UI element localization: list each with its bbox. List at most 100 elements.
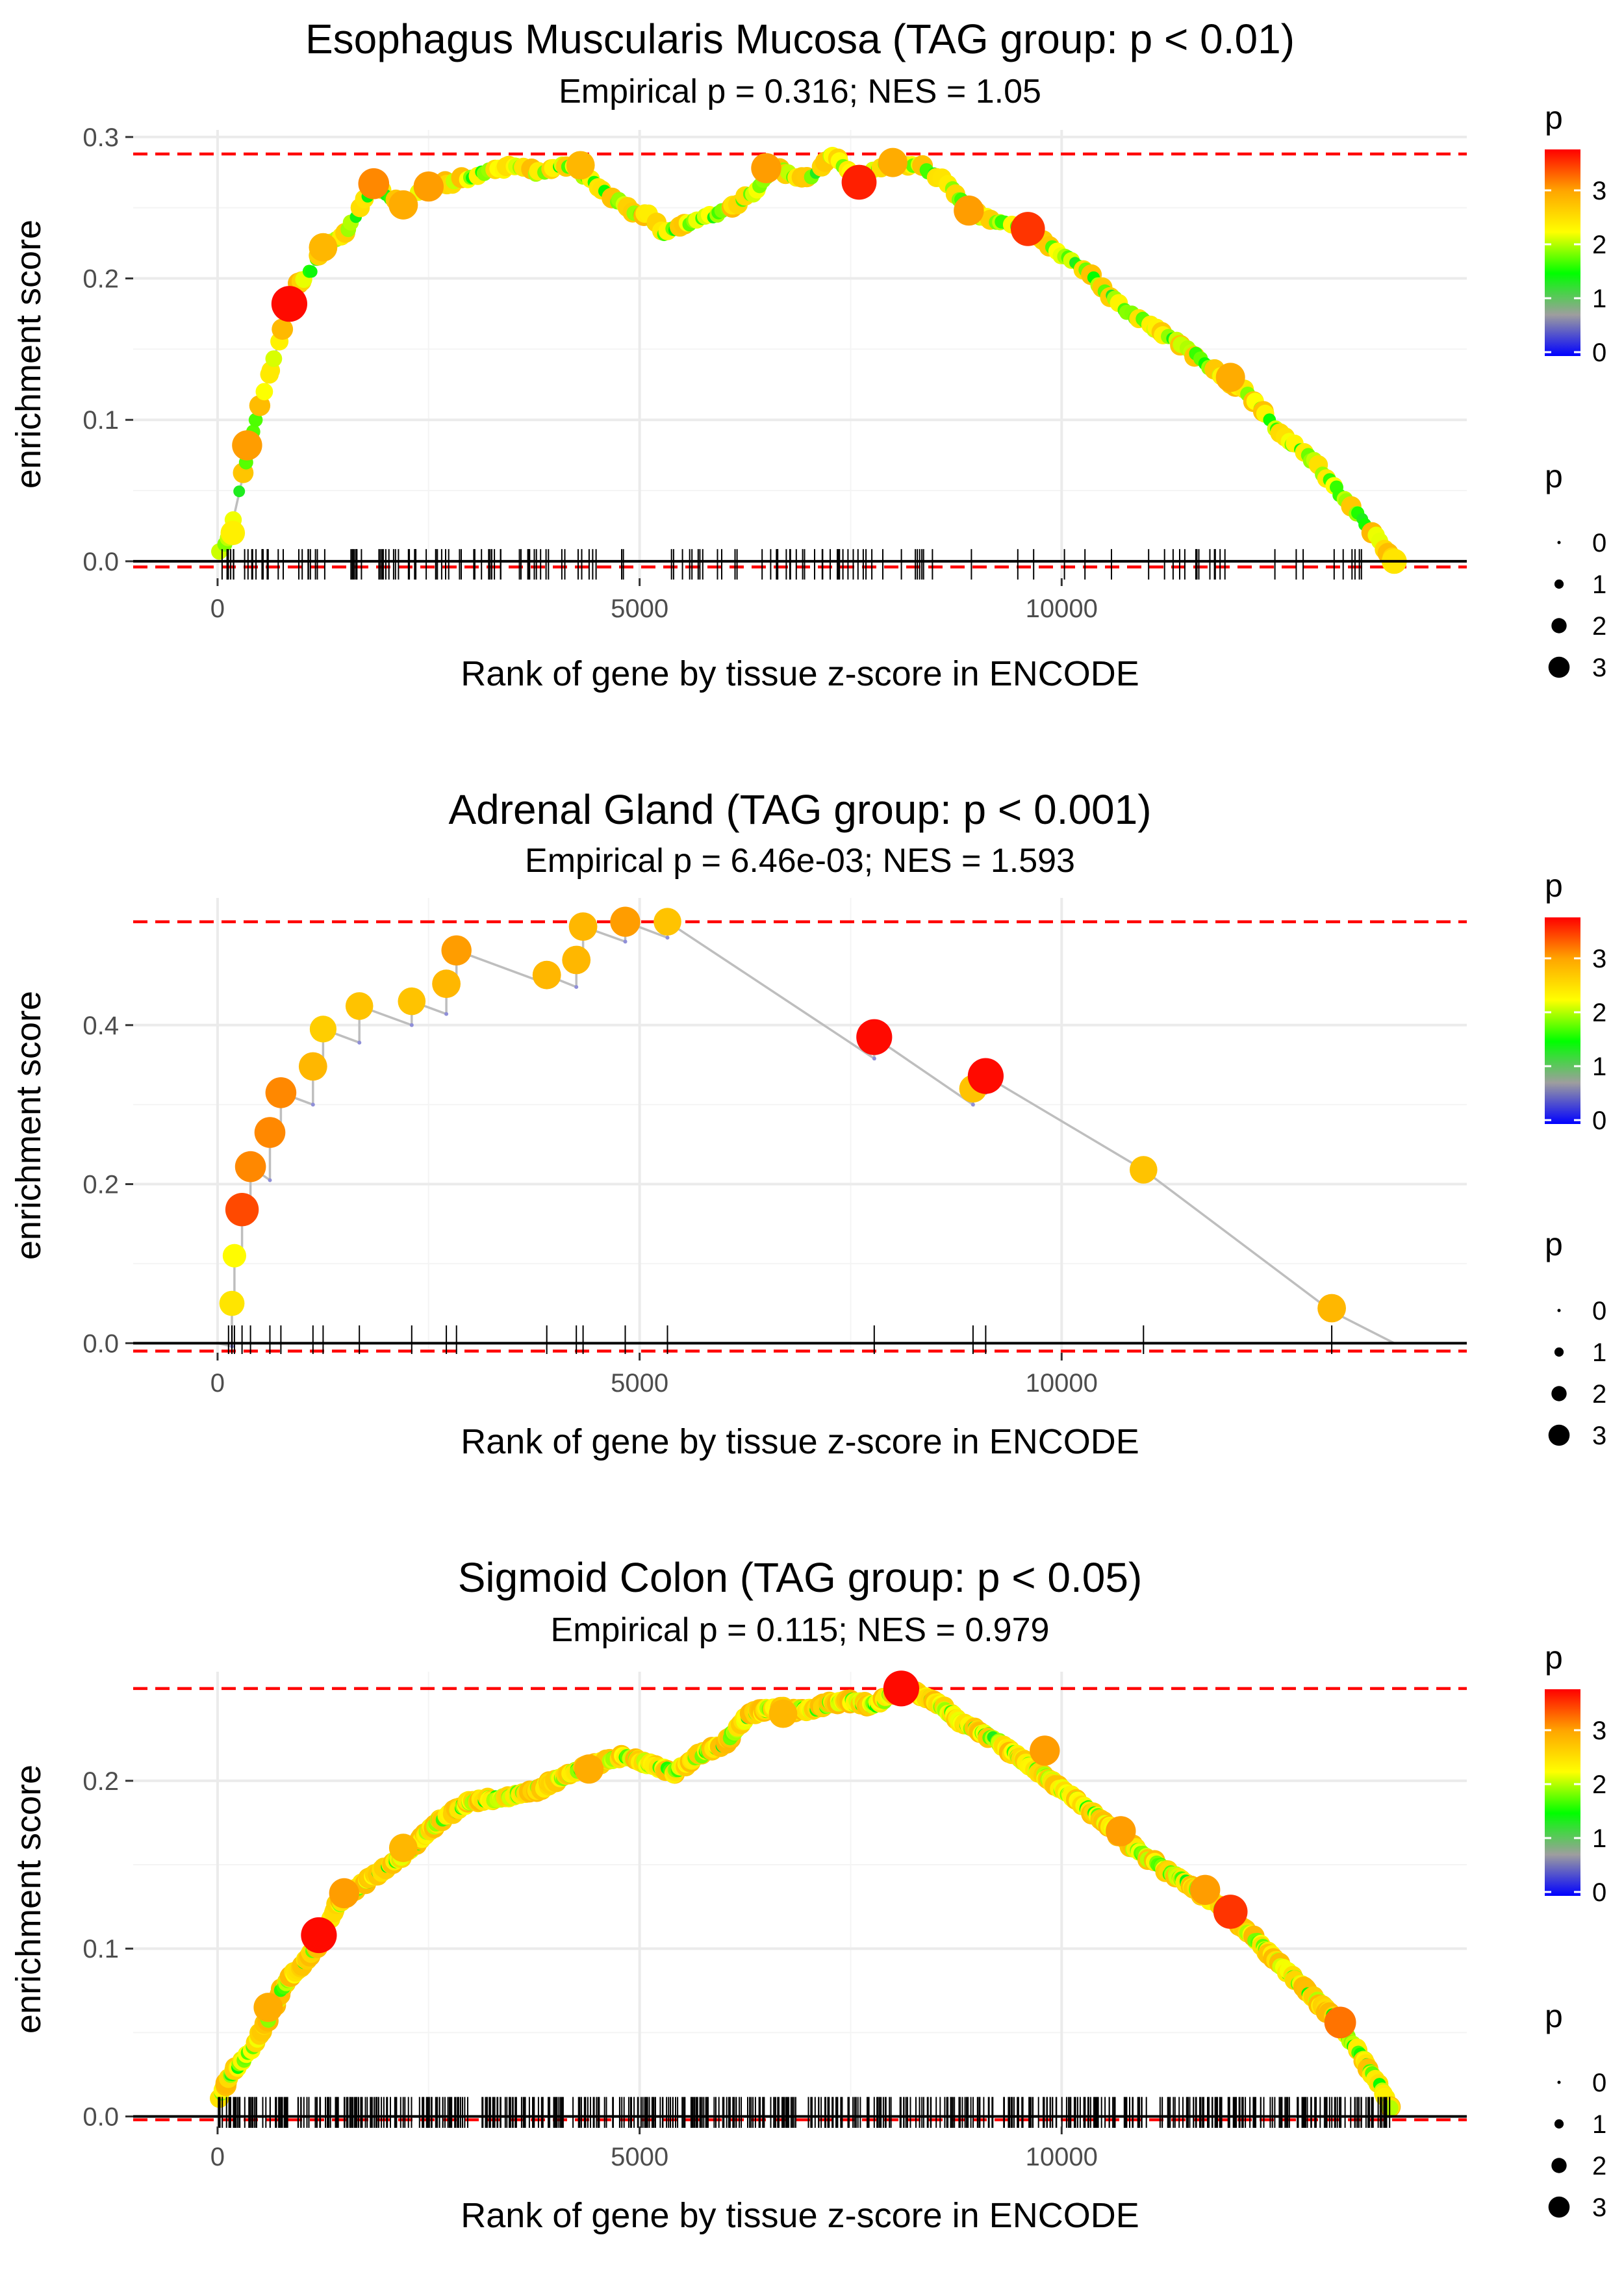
size-key-dot — [1548, 2196, 1570, 2218]
chart-title: Esophagus Muscularis Mucosa (TAG group: … — [305, 16, 1295, 62]
y-tick-label: 0.1 — [82, 1935, 119, 1963]
gridlines — [133, 130, 1467, 578]
gridlines — [133, 1672, 1467, 2127]
x-tick-label: 5000 — [611, 1369, 668, 1398]
highlight-point — [878, 147, 907, 177]
y-tick-label: 0.4 — [82, 1012, 119, 1040]
color-bar-label: 1 — [1592, 1824, 1606, 1853]
highlight-point — [883, 1670, 919, 1707]
size-key-dot — [1551, 2158, 1567, 2173]
highlight-point — [235, 1151, 266, 1182]
size-key-dot — [1548, 1424, 1570, 1446]
highlight-point — [432, 969, 461, 999]
chart-subtitle: Empirical p = 6.46e-03; NES = 1.593 — [525, 842, 1075, 880]
color-bar-label: 3 — [1592, 945, 1606, 973]
highlight-point — [954, 195, 984, 226]
legend: p 0 1 2 3 p 0 1 2 3 — [1545, 867, 1606, 1450]
highlight-point — [441, 935, 472, 966]
highlight-point — [574, 1754, 604, 1784]
color-bar-label: 2 — [1592, 231, 1606, 259]
size-key-label: 2 — [1592, 1380, 1606, 1409]
y-axis-label: enrichment score — [9, 991, 48, 1260]
color-bar-label: 0 — [1592, 1878, 1606, 1907]
size-key-label: 0 — [1592, 1297, 1606, 1325]
size-key-dot — [1554, 2119, 1564, 2129]
highlight-point — [562, 945, 591, 975]
highlight-point — [1215, 363, 1245, 392]
gene-dot — [357, 1040, 362, 1045]
highlight-point — [298, 1052, 327, 1081]
gene-point — [233, 485, 246, 498]
size-key-label: 3 — [1592, 1422, 1606, 1450]
legend: p 0 1 2 3 p 0 1 2 3 — [1545, 99, 1606, 682]
y-tick-label: 0.1 — [82, 406, 119, 435]
gene-dot — [444, 1012, 449, 1016]
gene-dot — [311, 1103, 315, 1107]
gene-point — [265, 350, 283, 367]
highlight-point — [1130, 1156, 1158, 1184]
size-key-label: 1 — [1592, 570, 1606, 599]
gene-point — [255, 383, 273, 401]
size-key-dot — [1551, 618, 1567, 633]
y-tick-label: 0.0 — [82, 2103, 119, 2132]
gene-dot — [623, 939, 628, 944]
gene-dots — [230, 936, 988, 1349]
gene-rug — [227, 1325, 1333, 1354]
color-bar — [1545, 1689, 1580, 1896]
highlight-point — [1324, 2006, 1356, 2039]
color-legend-title: p — [1545, 99, 1563, 136]
highlight-point — [1190, 1874, 1221, 1905]
chart-subtitle: Empirical p = 0.316; NES = 1.05 — [559, 73, 1041, 110]
x-axis-label: Rank of gene by tissue z-score in ENCODE — [461, 1422, 1139, 1461]
highlight-point — [219, 1290, 245, 1316]
panel-1: Esophagus Muscularis Mucosa (TAG group: … — [9, 16, 1606, 693]
chart-title: Adrenal Gland (TAG group: p < 0.001) — [448, 786, 1151, 833]
y-tick-label: 0.2 — [82, 1171, 119, 1199]
color-bar-label: 2 — [1592, 999, 1606, 1027]
highlight-point — [254, 1117, 286, 1148]
highlight-point — [265, 1077, 297, 1108]
x-tick-label: 10000 — [1026, 1369, 1098, 1398]
axes: 0.0 0.1 0.2 0 5000 10000 — [82, 1767, 1098, 2171]
highlight-point — [309, 233, 338, 262]
highlight-point — [225, 1193, 259, 1227]
size-key-dot — [1557, 2080, 1561, 2084]
highlight-point — [967, 1058, 1004, 1094]
gene-dot — [971, 1103, 975, 1107]
size-key-dot — [1554, 579, 1564, 589]
gene-point — [249, 395, 271, 416]
size-key-label: 0 — [1592, 529, 1606, 557]
y-tick-label: 0.2 — [82, 1767, 119, 1796]
x-tick-label: 0 — [210, 594, 225, 623]
highlight-point — [309, 1016, 336, 1043]
highlight-point — [388, 190, 418, 220]
y-axis-label: enrichment score — [9, 1765, 48, 2034]
gene-point — [272, 318, 294, 340]
size-legend-title: p — [1545, 458, 1563, 494]
x-axis-label: Rank of gene by tissue z-score in ENCODE — [461, 654, 1139, 693]
size-legend-title: p — [1545, 1226, 1563, 1262]
color-bar-label: 3 — [1592, 177, 1606, 205]
size-key-label: 0 — [1592, 2069, 1606, 2097]
color-bar-label: 1 — [1592, 1053, 1606, 1081]
color-bar-label: 0 — [1592, 1106, 1606, 1135]
size-key-label: 2 — [1592, 2152, 1606, 2180]
highlight-point — [1317, 1294, 1346, 1323]
highlight-point — [610, 906, 641, 937]
highlight-point — [568, 912, 598, 941]
x-tick-label: 0 — [210, 1369, 225, 1398]
y-tick-label: 0.2 — [82, 265, 119, 294]
highlight-point — [329, 1878, 359, 1909]
size-key-label: 3 — [1592, 2193, 1606, 2222]
highlight-point — [388, 1833, 418, 1863]
size-key-label: 1 — [1592, 2110, 1606, 2139]
gene-points — [210, 1670, 1401, 2118]
highlight-point — [413, 171, 444, 202]
gene-point — [248, 413, 263, 428]
gridlines — [133, 898, 1467, 1353]
axes: 0.0 0.2 0.4 0 5000 10000 — [82, 1012, 1098, 1398]
axes: 0.0 0.1 0.2 0.3 0 5000 10000 — [82, 123, 1098, 623]
gene-point — [305, 265, 318, 278]
legend: p 0 1 2 3 p 0 1 2 3 — [1545, 1639, 1606, 2222]
color-bar — [1545, 917, 1580, 1124]
